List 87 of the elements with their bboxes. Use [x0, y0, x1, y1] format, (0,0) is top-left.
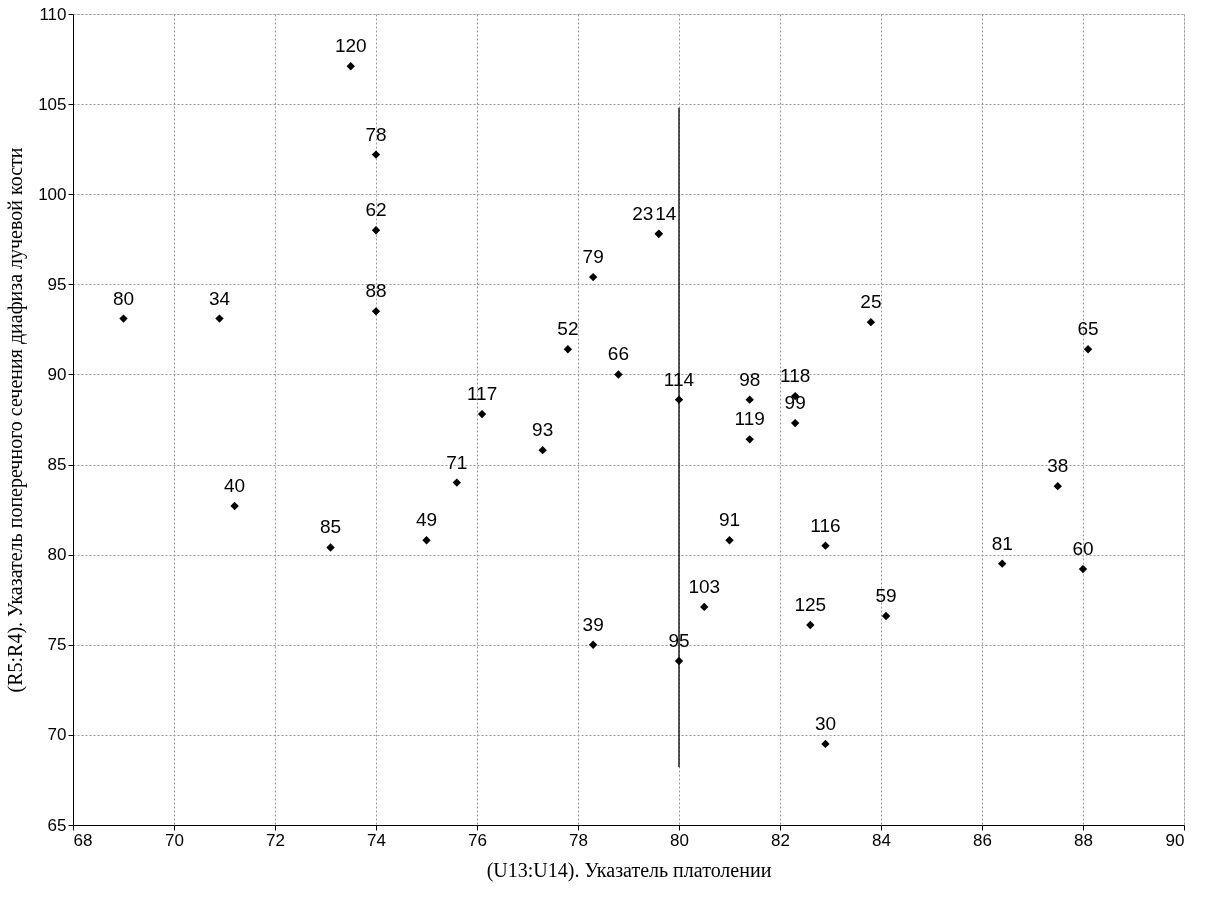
annotation: 66 [607, 343, 629, 365]
annotation: 93 [532, 419, 554, 441]
point [119, 314, 128, 323]
point [371, 307, 381, 316]
x-tick-label: 74 [367, 830, 386, 850]
annotation: 85 [319, 516, 342, 538]
annotation: 71 [446, 451, 468, 473]
x-tick-label: 86 [973, 830, 992, 850]
point [881, 611, 891, 621]
point [821, 739, 830, 749]
point [614, 370, 623, 379]
y-tick-label: 75 [47, 635, 67, 655]
annotation: 65 [1077, 318, 1099, 340]
point [790, 418, 800, 428]
annotation: 23 [632, 202, 654, 224]
point [326, 543, 335, 552]
point [1053, 482, 1062, 491]
annotation: 88 [365, 280, 387, 302]
annotation: 52 [557, 318, 579, 340]
annotation: 118 [780, 365, 811, 387]
annotation: 78 [365, 123, 387, 145]
y-tick-label: 95 [47, 274, 67, 294]
y-axis-title: (R5:R4). Указатель поперечного сечения диафиза лучевой кости [4, 147, 28, 693]
annotation: 62 [365, 199, 387, 221]
x-tick-label: 70 [165, 830, 184, 850]
annotation: 14 [655, 202, 677, 224]
x-tick-label: 88 [1074, 830, 1093, 850]
point [1083, 345, 1093, 354]
annotation: 80 [112, 287, 135, 309]
x-tick-label: 82 [771, 830, 790, 850]
x-tick-label: 78 [569, 830, 588, 850]
y-tick-label: 85 [47, 455, 67, 475]
annotation: 30 [814, 712, 837, 734]
x-tick-label: 76 [468, 830, 487, 850]
point [422, 536, 431, 545]
x-tick-label: 72 [266, 830, 285, 850]
point [588, 272, 598, 282]
point [563, 345, 573, 354]
point [588, 640, 598, 649]
y-tick-label: 105 [38, 94, 67, 114]
point [1078, 564, 1088, 574]
point [346, 62, 355, 71]
annotation: 59 [875, 584, 897, 606]
y-tick-label: 65 [47, 815, 67, 835]
point [452, 478, 461, 487]
x-axis-title: (U13:U14). Указатель платолении [486, 858, 772, 882]
point [215, 314, 224, 323]
annotation: 120 [334, 35, 367, 57]
y-tick-label: 90 [47, 364, 67, 384]
annotation: 125 [794, 593, 827, 615]
point [230, 501, 239, 511]
point [998, 559, 1007, 568]
annotation: 34 [208, 287, 231, 309]
point [700, 602, 709, 612]
annotation: 81 [991, 532, 1013, 554]
annotation: 103 [688, 575, 721, 597]
point [806, 620, 815, 630]
annotation: 40 [224, 475, 246, 497]
y-tick-label: 70 [47, 725, 67, 745]
point [725, 536, 734, 545]
point [745, 395, 754, 404]
annotation: 79 [582, 246, 604, 268]
annotation: 38 [1047, 455, 1069, 477]
annotation: 116 [810, 514, 841, 536]
y-tick-label: 80 [47, 545, 67, 565]
y-tick-label: 110 [39, 4, 67, 24]
point [745, 435, 754, 444]
annotation: 91 [718, 509, 741, 531]
point [371, 150, 381, 159]
annotation: 39 [582, 613, 604, 635]
y-tick-label: 100 [38, 184, 67, 204]
annotation: 49 [415, 509, 438, 531]
annotation: 60 [1072, 538, 1094, 560]
annotation: 99 [784, 392, 806, 414]
annotation: 117 [466, 383, 498, 405]
point [371, 226, 381, 235]
annotation: 98 [739, 368, 761, 390]
point [538, 445, 547, 455]
x-tick-label: 90 [1165, 830, 1185, 850]
annotation: 119 [734, 408, 765, 430]
x-tick-label: 68 [73, 830, 93, 850]
x-tick-label: 80 [670, 830, 689, 850]
x-tick-label: 84 [872, 830, 891, 850]
point [477, 409, 487, 419]
point [821, 541, 830, 550]
annotation: 25 [860, 291, 882, 313]
point [866, 318, 876, 327]
